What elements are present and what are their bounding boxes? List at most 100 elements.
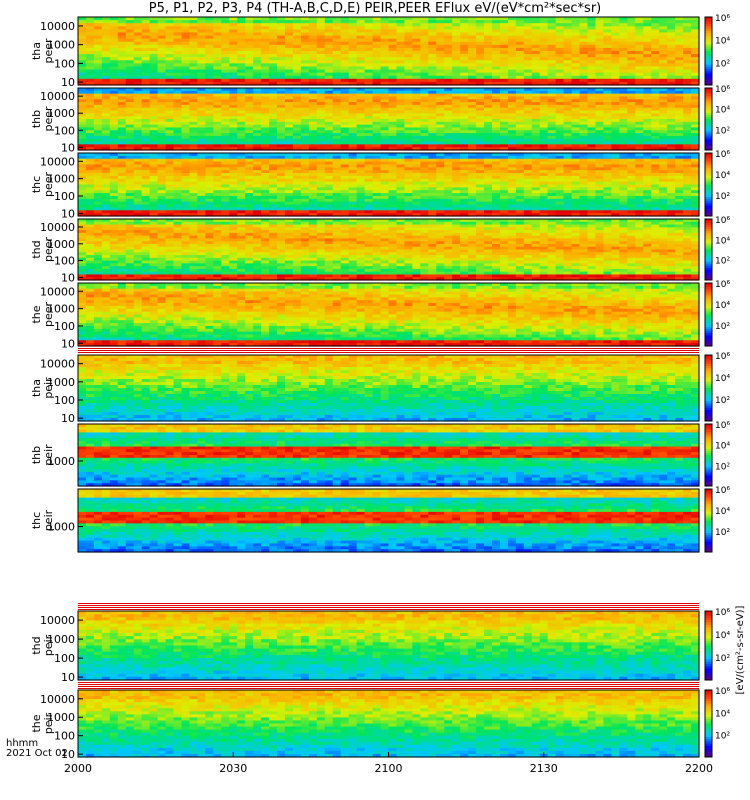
heatmap-cell xyxy=(109,44,119,49)
heatmap-cell xyxy=(78,54,87,58)
heatmap-cell xyxy=(125,81,135,86)
heatmap-cell xyxy=(157,41,167,46)
y-tick-label: 10 xyxy=(61,76,75,89)
heatmap-cell xyxy=(165,54,175,58)
heatmap-cell xyxy=(165,44,175,49)
heatmap-cell xyxy=(157,35,167,40)
heatmap-cell xyxy=(165,20,175,24)
y-tick-label: 100 xyxy=(54,124,75,137)
heatmap-cell xyxy=(181,41,191,46)
heatmap-cell xyxy=(149,60,159,64)
heatmap-cell xyxy=(117,66,127,71)
heatmap-cell xyxy=(213,44,222,49)
heatmap-cell xyxy=(141,44,151,49)
heatmap-cell xyxy=(221,54,230,58)
heatmap-cell xyxy=(221,32,230,37)
heatmap-cell xyxy=(181,26,191,30)
heatmap-cell xyxy=(141,41,151,46)
heatmap-cell xyxy=(189,57,199,61)
heatmap-cell xyxy=(197,66,206,71)
heatmap-cell xyxy=(189,75,199,80)
heatmap-cell xyxy=(125,41,135,46)
heatmap-cell xyxy=(189,17,199,21)
panel-ylabel: thbpeer xyxy=(30,106,55,132)
heatmap-cell xyxy=(165,57,175,61)
heatmap-cell xyxy=(189,78,199,83)
heatmap-cell xyxy=(197,29,206,34)
heatmap-cell xyxy=(173,75,183,80)
heatmap-cell xyxy=(125,69,135,74)
heatmap-cell xyxy=(78,26,87,30)
heatmap-cell xyxy=(181,17,191,21)
heatmap-cell xyxy=(149,35,159,40)
heatmap-cell xyxy=(141,75,151,80)
heatmap-cell xyxy=(149,17,159,21)
heatmap-cell xyxy=(149,78,159,83)
heatmap-cell xyxy=(157,60,167,64)
heatmap-cell xyxy=(229,38,238,43)
heatmap-cell xyxy=(181,44,191,49)
heatmap-cell xyxy=(93,78,103,83)
heatmap-cell xyxy=(85,54,95,58)
heatmap-cell xyxy=(157,54,167,58)
heatmap-cell xyxy=(133,66,143,71)
heatmap-cell xyxy=(221,35,230,40)
heatmap-cell xyxy=(78,60,87,64)
heatmap-cell xyxy=(205,78,214,83)
heatmap-cell xyxy=(157,47,167,52)
heatmap-cell xyxy=(213,81,222,86)
heatmap-cell xyxy=(205,26,214,30)
heatmap-cell xyxy=(149,72,159,77)
heatmap-cell xyxy=(85,63,95,68)
heatmap-cell xyxy=(165,63,175,68)
heatmap-cell xyxy=(101,69,111,74)
heatmap-cell xyxy=(141,32,151,37)
heatmap-cell xyxy=(221,47,230,52)
colorbar-tick-label: 10⁴ xyxy=(715,106,730,116)
heatmap-cell xyxy=(181,81,191,86)
heatmap-cell xyxy=(117,72,127,77)
heatmap-cell xyxy=(133,72,143,77)
heatmap-cell xyxy=(197,57,206,61)
heatmap-cell xyxy=(101,78,111,83)
heatmap-cell xyxy=(101,23,111,27)
heatmap-cell xyxy=(181,47,191,52)
heatmap-cell xyxy=(197,32,206,37)
heatmap-cell xyxy=(205,51,214,55)
heatmap-cell xyxy=(213,47,222,52)
heatmap-cell xyxy=(101,66,111,71)
heatmap-cell xyxy=(205,69,214,74)
heatmap-cell xyxy=(85,72,95,77)
heatmap-cell xyxy=(133,41,143,46)
heatmap-cell xyxy=(93,29,103,34)
heatmap-cell xyxy=(157,69,167,74)
heatmap-cell xyxy=(133,81,143,86)
heatmap-cell xyxy=(189,66,199,71)
heatmap-cell xyxy=(149,51,159,55)
heatmap-cell xyxy=(133,78,143,83)
heatmap-cell xyxy=(125,66,135,71)
heatmap-cell xyxy=(117,20,127,24)
heatmap-cell xyxy=(157,23,167,27)
heatmap-cell xyxy=(85,41,95,46)
separator-band-0 xyxy=(78,348,699,353)
heatmap-cell xyxy=(157,81,167,86)
heatmap-cell xyxy=(181,60,191,64)
heatmap-cell xyxy=(205,17,214,21)
heatmap-cell xyxy=(165,29,175,34)
heatmap-cell xyxy=(165,41,175,46)
heatmap-cell xyxy=(109,57,119,61)
heatmap-cell xyxy=(93,66,103,71)
heatmap-cell xyxy=(165,51,175,55)
heatmap-cell xyxy=(181,35,191,40)
heatmap-cell xyxy=(101,54,111,58)
heatmap-cell xyxy=(133,60,143,64)
colorbar-tick-label: 10² xyxy=(715,126,730,136)
heatmap-cell xyxy=(213,20,222,24)
heatmap-cell xyxy=(85,66,95,71)
heatmap-cell xyxy=(189,54,199,58)
heatmap-cell xyxy=(117,57,127,61)
heatmap-cell xyxy=(117,35,127,40)
heatmap-cell xyxy=(221,72,230,77)
heatmap-cell xyxy=(109,78,119,83)
